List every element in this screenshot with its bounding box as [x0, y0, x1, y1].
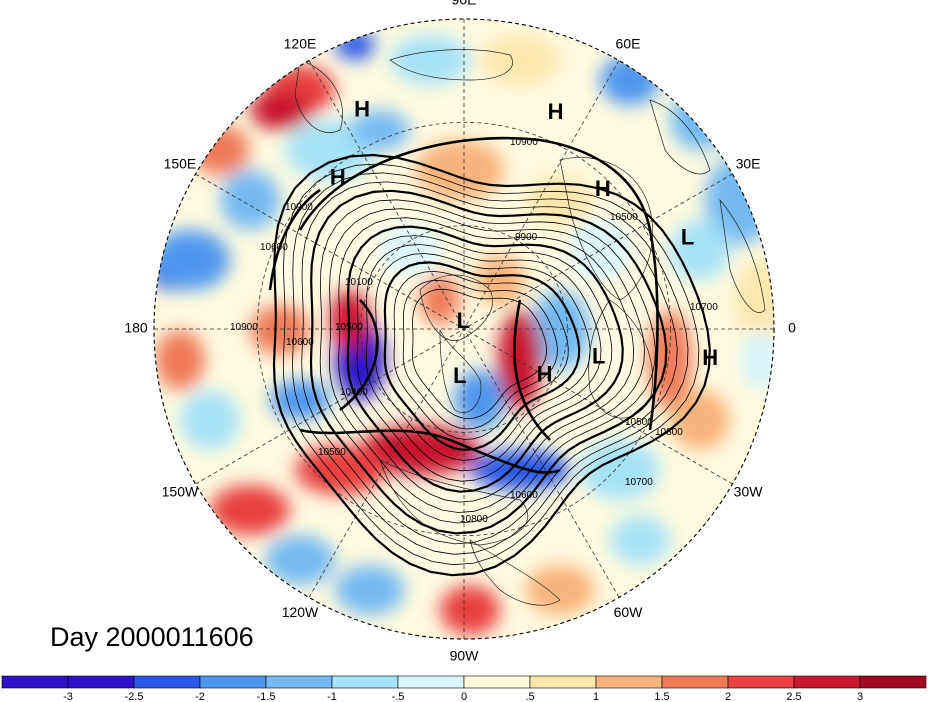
contour-label: 10900: [285, 202, 313, 213]
longitude-label: 90E: [452, 0, 477, 8]
longitude-label: 150W: [162, 484, 199, 500]
colorbar-swatch: [529, 675, 597, 689]
contour-label: 10700: [625, 477, 653, 488]
contour-label: 10800: [460, 514, 488, 525]
colorbar-swatch: [265, 675, 333, 689]
colorbar-swatch: [859, 675, 927, 689]
contour-labels: 10900 10900 10600 10100 10500 10600 10400 10500…: [230, 137, 718, 525]
contour-label: 10500: [610, 212, 638, 223]
contour-label: 10500: [335, 322, 363, 333]
contour-label: 10500: [318, 447, 346, 458]
longitude-label: 180: [124, 320, 148, 336]
low-pressure-marker: L: [457, 308, 470, 333]
longitude-label: 120E: [284, 36, 317, 52]
colorbar-swatch: [463, 675, 531, 689]
colorbar-tick-label: 0: [461, 691, 467, 702]
contour-label: 10600: [260, 242, 288, 253]
day-title: Day 2000011606: [50, 622, 254, 652]
high-pressure-marker: H: [354, 96, 370, 121]
colorbar-tick-label: 3: [857, 691, 863, 702]
contour-label: 10600: [286, 337, 314, 348]
lat-lon-grid: [154, 19, 774, 639]
colorbar-tick-label: -2: [195, 691, 205, 702]
contour-label: 10900: [230, 322, 258, 333]
contour-label: 10100: [345, 277, 373, 288]
contour-label: 10500: [625, 417, 653, 428]
colorbar-tick-label: 2: [725, 691, 731, 702]
colorbar-swatch: [595, 675, 663, 689]
height-contours: [268, 136, 711, 577]
colorbar-swatch: [793, 675, 861, 689]
contour-label: 10400: [340, 387, 368, 398]
colorbar-tick-label: -3: [63, 691, 73, 702]
contour-label: 10800: [655, 427, 683, 438]
contour-label: 10900: [510, 137, 538, 148]
contour-label: 9900: [515, 232, 538, 243]
colorbar: -3 -2.5 -2 -1.5 -1 -.5 0 .5 1 1.5 2 2.5 3: [1, 675, 927, 702]
longitude-labels: 90E 60E 30E 0 30W 60W 90W 120W 150W 180 150E 120E: [124, 0, 796, 664]
longitude-label: 90W: [450, 648, 480, 664]
colorbar-swatch: [727, 675, 795, 689]
colorbar-tick-label: 1: [593, 691, 599, 702]
high-pressure-marker: H: [595, 176, 611, 201]
contour-label: 10600: [510, 490, 538, 501]
longitude-label: 0: [788, 320, 796, 336]
low-pressure-marker: L: [592, 343, 605, 368]
colorbar-tick-label: 2.5: [786, 691, 801, 702]
colorbar-swatch: [661, 675, 729, 689]
colorbar-swatch: [67, 675, 135, 689]
low-pressure-marker: L: [453, 363, 466, 388]
colorbar-swatch: [397, 675, 465, 689]
low-pressure-marker: L: [681, 224, 694, 249]
colorbar-tick-label: -1.5: [257, 691, 276, 702]
longitude-label: 150E: [164, 156, 197, 172]
colorbar-swatch: [331, 675, 399, 689]
colorbar-swatch: [199, 675, 267, 689]
contour-label: 10700: [690, 302, 718, 313]
colorbar-tick-label: -2.5: [125, 691, 144, 702]
colorbar-swatch: [1, 675, 69, 689]
high-pressure-marker: H: [537, 361, 553, 386]
longitude-label: 30E: [736, 156, 761, 172]
longitude-label: 60W: [614, 604, 644, 620]
colorbar-tick-label: -.5: [392, 691, 405, 702]
high-pressure-marker: H: [548, 99, 564, 124]
high-pressure-marker: H: [330, 164, 346, 189]
high-pressure-marker: H: [702, 345, 718, 370]
colorbar-tick-label: 1.5: [654, 691, 669, 702]
colorbar-tick-label: .5: [525, 691, 534, 702]
pressure-system-markers: H H H H L H H L L L: [330, 96, 718, 388]
colorbar-swatch: [133, 675, 201, 689]
map-boundary: [153, 18, 775, 640]
longitude-label: 120W: [282, 604, 319, 620]
longitude-label: 60E: [616, 36, 641, 52]
colorbar-tick-label: -1: [327, 691, 337, 702]
longitude-label: 30W: [734, 484, 764, 500]
